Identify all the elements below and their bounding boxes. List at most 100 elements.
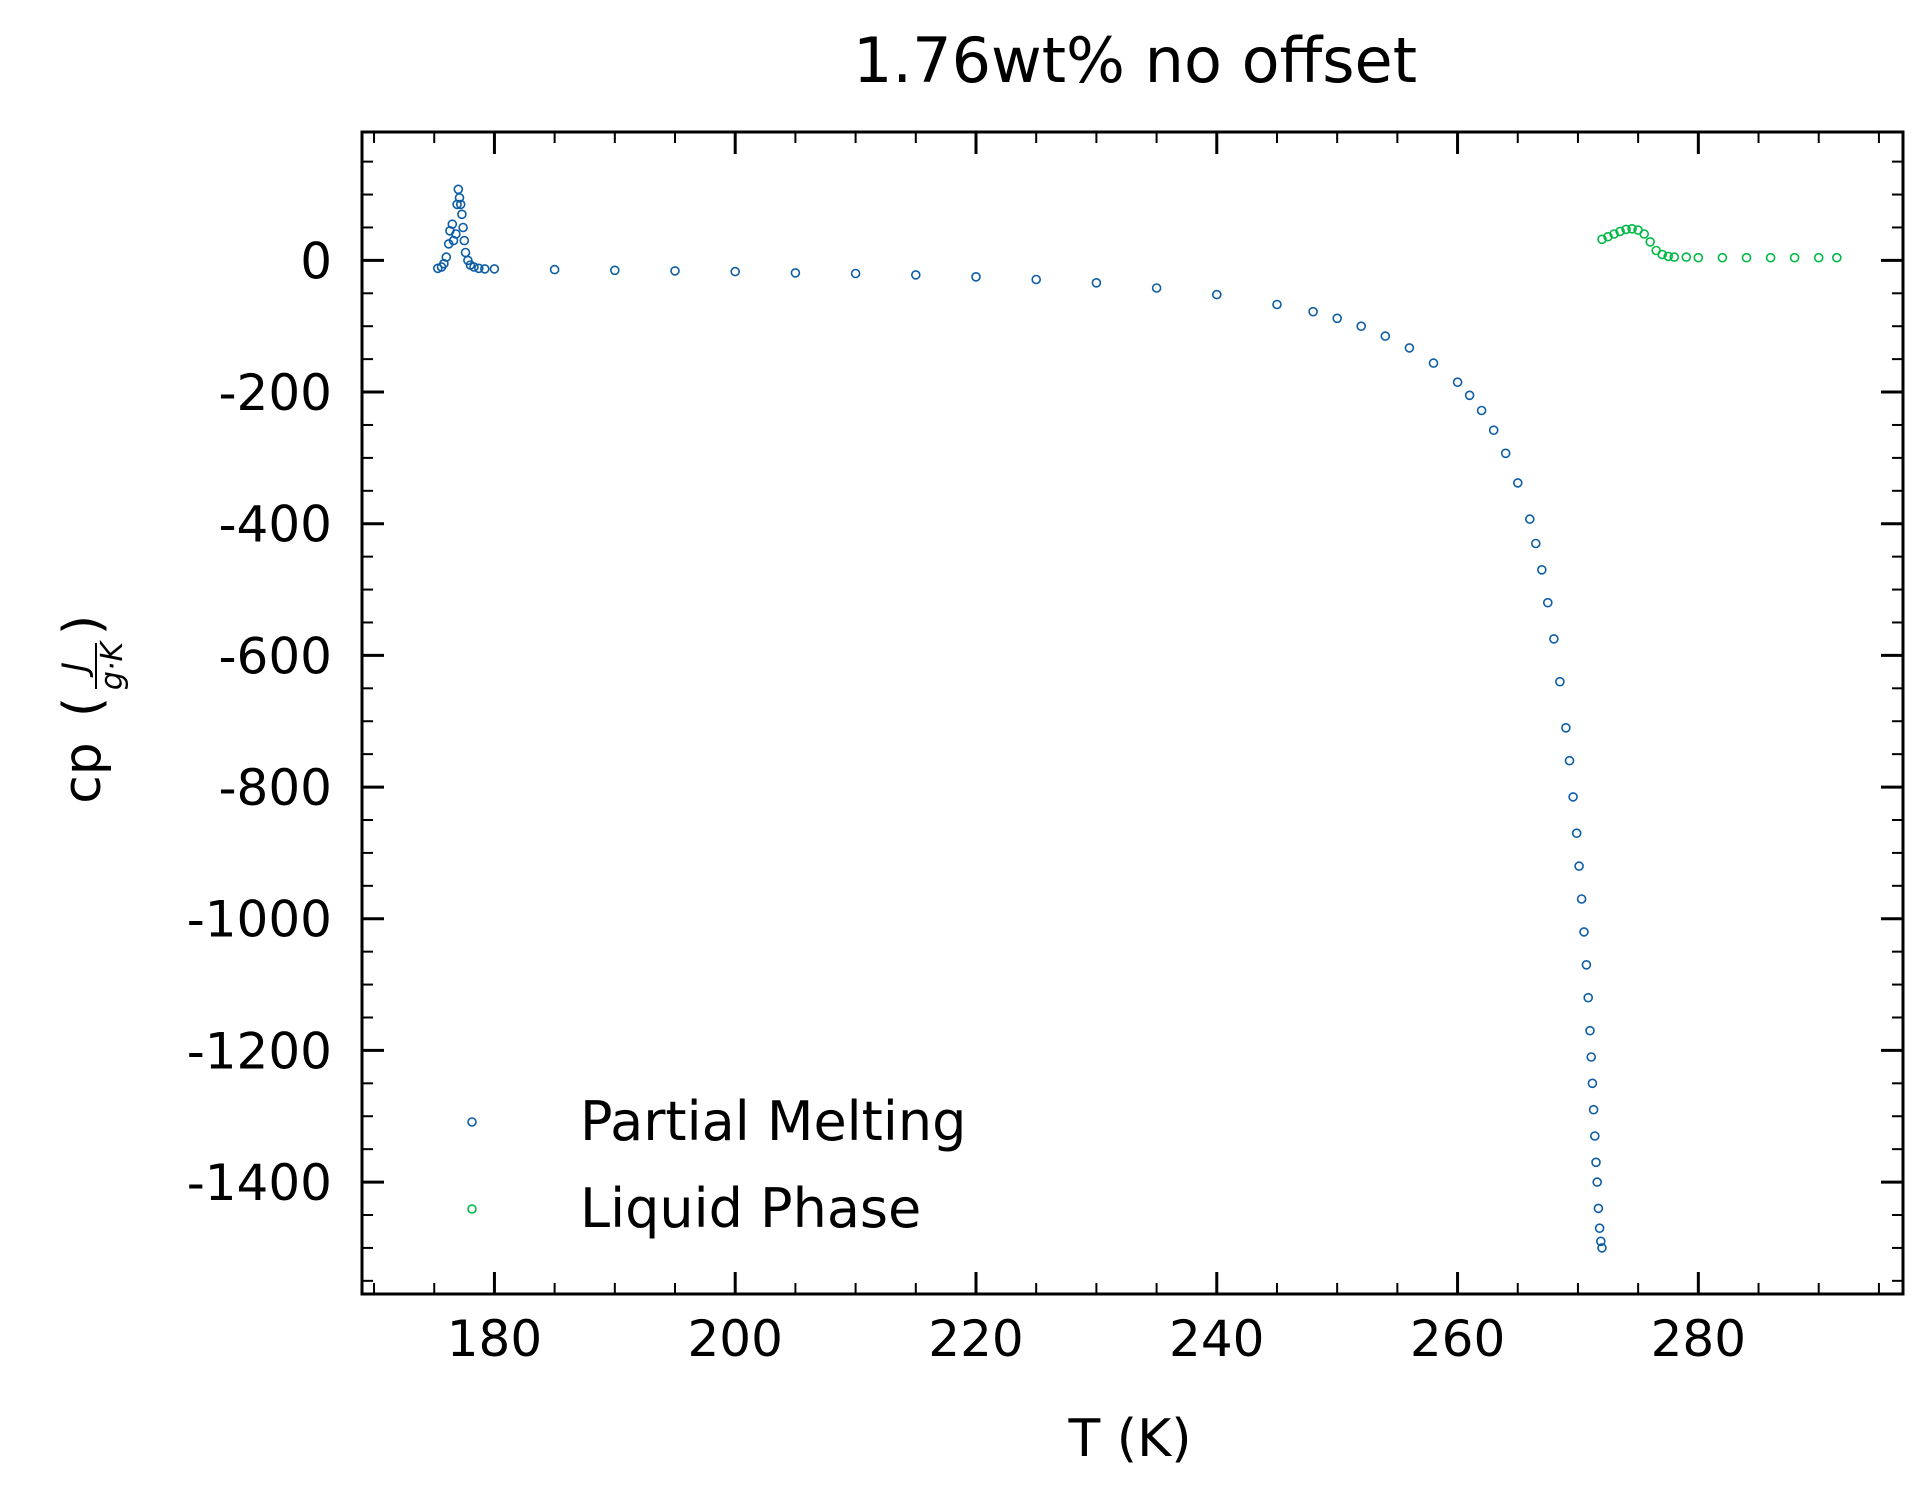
x-tick-label: 240 [1169,1310,1264,1368]
data-point [1591,1157,1601,1168]
data-point [1380,331,1391,341]
y-tick-label: -400 [219,496,332,554]
chart-title: 1.76wt% no offset [853,24,1417,97]
x-tick-label: 280 [1651,1310,1746,1368]
data-point [1513,478,1523,488]
data-point [1741,252,1752,263]
data-point [1543,597,1553,608]
y-axis-label-numerator: J [55,662,95,678]
data-point [1537,564,1547,575]
data-point [790,268,801,278]
data-point [1549,634,1559,644]
data-point [1596,1236,1606,1247]
data-point [1832,252,1842,263]
data-point [455,199,466,210]
data-point [1568,792,1578,802]
data-point [489,264,500,274]
data-point [1587,1078,1598,1089]
data-point [850,268,861,279]
data-point [1590,1131,1600,1141]
x-axis-label: T (K) [1068,1409,1192,1469]
y-axis: 0 -200 -400 -600 -800 -1000 -1200 -1400 [187,160,1903,1282]
data-point [451,229,461,239]
y-axis-label: cp ( J g·K ) [53,615,130,804]
data-point [460,247,471,258]
x-tick-label: 180 [447,1310,542,1368]
series-partial-melting [432,184,1607,1253]
data-point [1594,1223,1605,1233]
data-point [1332,313,1342,324]
data-point [1404,343,1415,353]
data-point [1597,1243,1607,1253]
data-point [1669,252,1680,262]
legend-label: Partial Melting [580,1090,966,1153]
data-point [469,262,479,272]
data-point [1588,1104,1599,1115]
data-point [1488,425,1499,436]
data-point [1627,224,1637,234]
data-point [1693,252,1704,263]
data-point [463,255,473,266]
data-point [609,265,620,276]
data-point [441,252,452,262]
x-axis: 180 200 220 240 260 280 [373,132,1880,1368]
data-point [1717,252,1728,263]
data-point [1564,755,1575,766]
legend: Partial Melting Liquid Phase [467,1090,966,1240]
plot-area [432,184,1842,1253]
data-point [1593,1203,1604,1214]
data-point [1525,514,1535,524]
y-tick-label: -800 [219,759,332,817]
data-point [549,264,560,275]
data-point [473,263,484,274]
data-point [1586,1052,1596,1062]
data-point [1500,448,1511,459]
data-point [1031,274,1041,285]
data-point [447,219,458,229]
data-point [1615,226,1625,237]
data-point [1789,252,1800,263]
data-point [1657,249,1667,260]
data-point [1561,722,1571,733]
y-tick-label: -600 [219,627,332,685]
data-point [910,270,921,280]
data-point [1531,538,1541,549]
data-point [459,235,470,246]
data-point [1581,959,1592,970]
data-point [1813,252,1824,263]
data-point [730,266,741,277]
y-tick-label: -1200 [187,1022,332,1080]
plot-frame [360,130,1905,1296]
x-tick-label: 260 [1410,1310,1505,1368]
data-point [1592,1177,1602,1187]
data-point [1609,229,1619,239]
data-point [1428,358,1439,368]
legend-label: Liquid Phase [580,1177,921,1240]
data-point [458,222,468,233]
y-tick-label: 0 [300,232,332,290]
y-axis-label-denominator: g·K [95,640,130,691]
data-point [1571,828,1582,839]
data-point [1356,321,1366,332]
data-point [1645,237,1655,247]
y-tick-label: -1400 [187,1154,332,1212]
data-point [971,271,981,282]
data-point [1663,251,1673,262]
y-axis-label-close-paren: ) [53,615,113,635]
x-tick-label: 220 [928,1310,1023,1368]
y-axis-label-open-paren: ( [53,697,113,717]
data-point [1308,306,1318,317]
data-point [1681,252,1692,262]
data-point [1091,277,1102,288]
legend-item: Partial Melting [467,1090,966,1153]
data-point [1272,299,1282,310]
data-point [1579,927,1589,937]
data-point [479,264,490,274]
series-liquid-phase [1597,224,1842,263]
legend-marker [467,1204,477,1214]
data-point [670,266,680,276]
data-point [1476,405,1487,416]
y-axis-label-prefix: cp [53,742,113,804]
